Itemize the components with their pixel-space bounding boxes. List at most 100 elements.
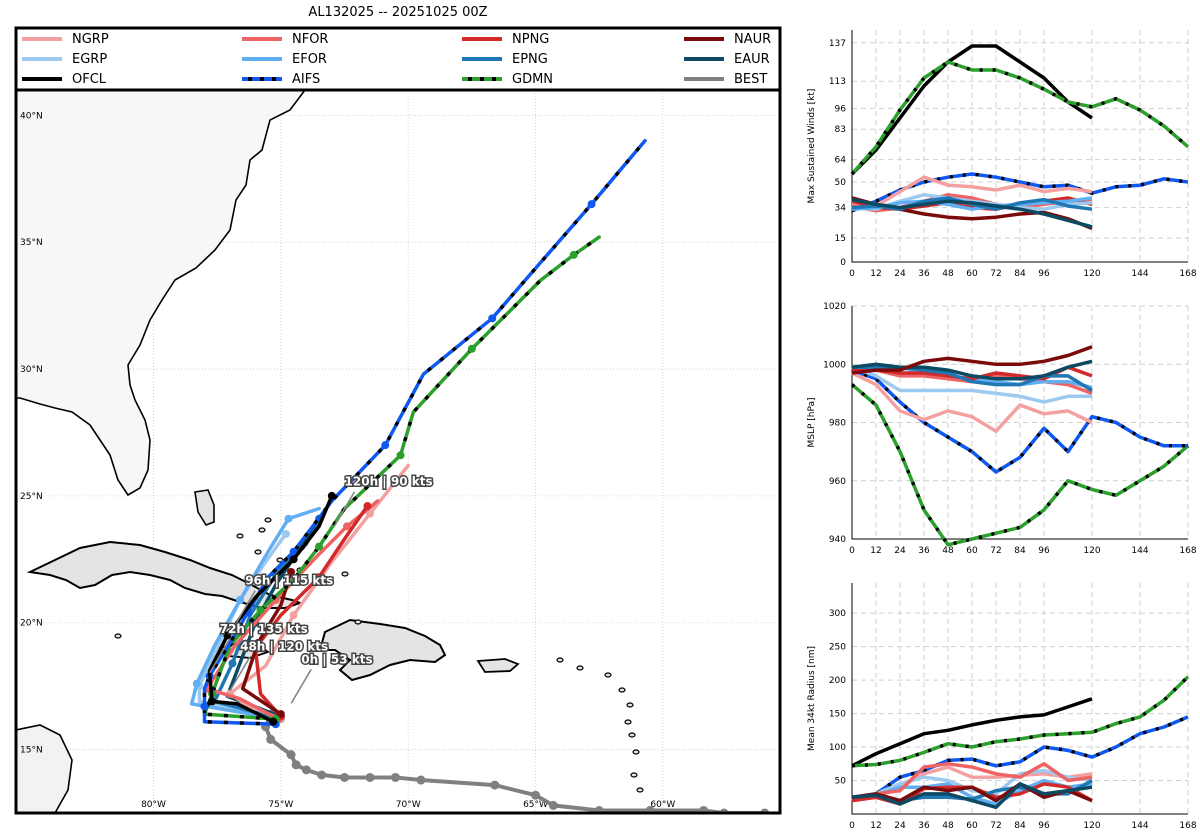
panel-xtick-label: 84 [1014,821,1026,831]
panel-ytick-label: 34 [835,204,847,214]
track-point-npng [363,502,372,511]
track-point-gdmn [315,542,324,551]
legend-items: NGRP NFOR NPNG NAUR EGRP EFOR EPNG EAUR OFCL AIFS… [22,32,771,87]
panel-xtick-label: 120 [1083,546,1100,556]
legend-label-ngrp: NGRP [72,32,109,47]
panel-ytick-label: 1000 [823,360,846,370]
series-dash-gdmn [851,675,1190,768]
panel-ytick-label: 50 [835,777,847,787]
land-north-america [16,90,306,497]
legend-label-aifs: AIFS [292,72,320,87]
map-axis-labels: 80°W 75°W 70°W 65°W 60°W 15°N 20°N 25°N 30°N 35°N… [20,111,675,810]
panel-xtick-label: 24 [894,269,906,279]
track-point-egrp [281,529,290,538]
island [114,633,122,639]
legend: NGRP NFOR NPNG NAUR EGRP EFOR EPNG EAUR OFCL AIFS… [14,26,782,92]
legend-label-efor: EFOR [292,52,327,67]
island [604,672,612,678]
panel-xtick-label: 96 [1038,821,1050,831]
map-lon-label: 75°W [268,800,293,810]
track-point-efor [284,514,293,523]
panel-ylabel: MSLP [hPa] [807,397,817,447]
panel-xtick-label: 168 [1179,821,1196,831]
series-dash-gdmn [850,60,1190,176]
series-efor [851,778,1093,806]
series-ngrp [851,371,1093,433]
map-lat-label: 35°N [20,238,43,248]
track-point-gdmn [569,250,578,259]
map-lat-label: 40°N [20,111,43,121]
annotation-label: 96h | 115 kts [245,574,333,588]
track-point-best [317,770,327,780]
panel-ytick-label: 100 [829,743,846,753]
panel-xtick-label: 0 [849,546,855,556]
map-lon-label: 65°W [523,800,548,810]
panel-axes [851,583,1188,815]
panel-xtick-label: 72 [990,821,1001,831]
annotation-leader [209,638,231,674]
annotation-leader [290,668,312,704]
series-dash-gdmn [850,383,1190,547]
track-point-aifs [587,200,596,209]
panel-ytick-label: 300 [829,609,846,619]
track-npng [253,504,370,719]
panel-ytick-label: 83 [835,125,846,135]
track-ngrp [228,463,410,721]
island [626,702,634,708]
island [632,749,640,755]
map-tracks [189,138,770,813]
panel-xtick-label: 144 [1131,821,1148,831]
panel-xtick-label: 48 [942,821,954,831]
land-central-america [16,724,73,813]
track-point-best [291,760,301,770]
panel-xtick-label: 72 [990,269,1001,279]
panel-xtick-label: 168 [1179,546,1196,556]
panel-ytick-label: 50 [835,178,847,188]
track-point-gdmn [396,451,405,460]
track-point-gdmn [467,344,476,353]
panel-xtick-label: 120 [1083,269,1100,279]
island [258,527,266,533]
track-efor [189,506,321,721]
panel-xtick-label: 72 [990,546,1001,556]
island [630,772,638,778]
series-eaur [851,782,1093,810]
panel-ylabel: Mean 34kt Radius [nm] [807,646,817,751]
track-point-best [286,750,296,760]
series-eaur [851,197,1093,229]
track-point-ofcl [269,717,278,726]
series-eaur [851,359,1093,381]
track-point-best [301,765,311,775]
panel-xtick-label: 60 [966,269,978,279]
legend-label-best: BEST [734,72,767,87]
island [236,533,244,539]
panel-xtick-label: 48 [942,546,954,556]
series-egrp [851,768,1093,803]
land-bahamas [194,489,215,526]
track-point-best [390,772,400,782]
track-point-ofcl [223,631,232,640]
panel-xtick-label: 36 [918,821,930,831]
land-cuba [26,540,303,609]
panel-xtick-label: 144 [1131,269,1148,279]
track-point-best [645,805,655,813]
track-point-best [699,805,709,813]
track-nfor [205,499,380,721]
track-point-naur [253,639,262,648]
track-point-aifs [381,441,390,450]
panel-xtick-label: 60 [966,546,978,556]
panel-ytick-label: 137 [829,39,846,49]
legend-label-eaur: EAUR [734,52,770,67]
legend-label-ofcl: OFCL [72,72,107,87]
radius-panel: 0 12 24 36 48 60 72 84 96 120 144 168 50 100 150 200 250… [807,583,1197,831]
annotation-leader [333,491,356,527]
panel-xtick-label: 144 [1131,546,1148,556]
legend-label-npng: NPNG [512,32,549,47]
legend-label-epng: EPNG [512,52,548,67]
panel-xtick-label: 60 [966,821,978,831]
panel-xtick-label: 12 [870,821,881,831]
panel-ytick-label: 15 [835,234,846,244]
track-point-ofcl [208,697,217,706]
panel-xtick-label: 96 [1038,546,1050,556]
panel-xtick-label: 84 [1014,269,1026,279]
